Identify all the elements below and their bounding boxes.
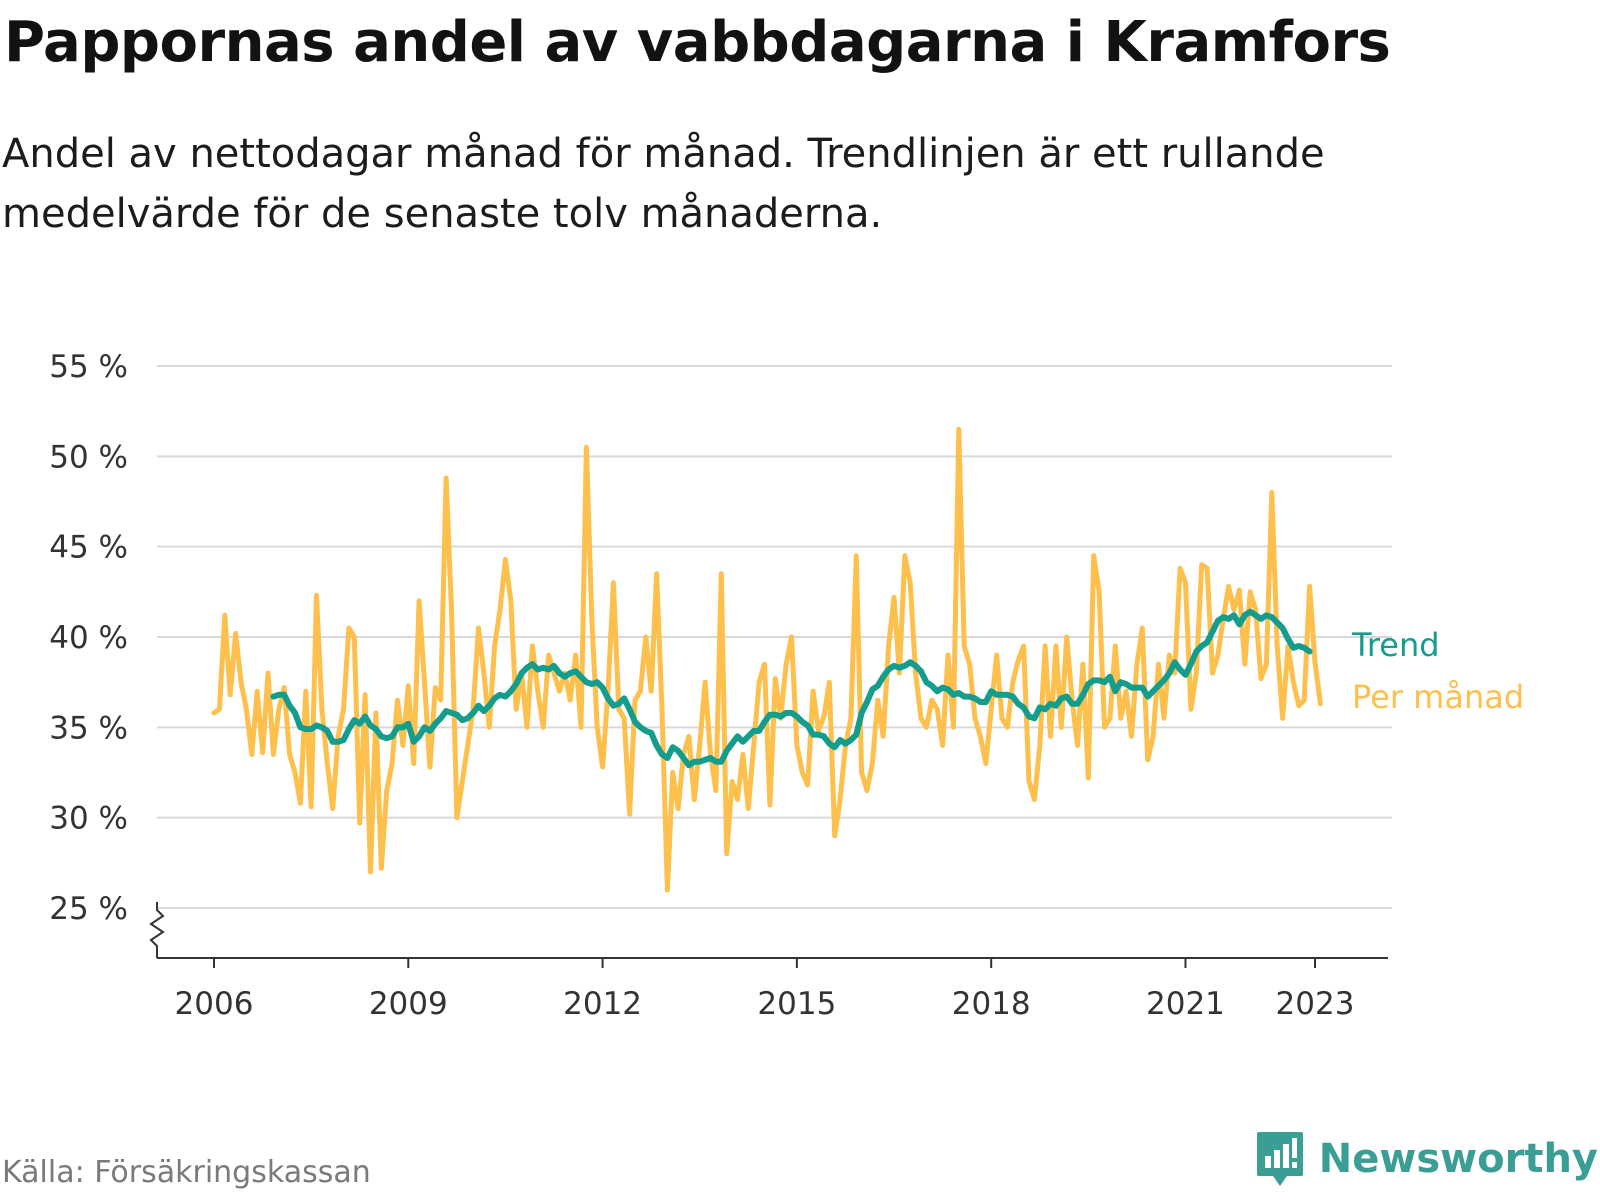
y-tick-label: 55 %	[49, 349, 128, 385]
x-axis-labels: 2006 2009 2012 2015 2018 2021 2023	[175, 986, 1355, 1022]
legend-label-per-manad: Per månad	[1352, 678, 1524, 716]
brand-name: Newsworthy	[1319, 1136, 1598, 1182]
line-chart: 55 % 50 % 45 % 40 % 35 % 30 % 25 % 2006 2009 201…	[0, 0, 1600, 1200]
series-layer	[214, 429, 1320, 890]
x-tick-label: 2009	[369, 986, 448, 1022]
x-tick-label: 2015	[757, 986, 836, 1022]
x-tick-label: 2018	[952, 986, 1031, 1022]
legend: Per månad Trend	[1351, 626, 1524, 716]
series-line-per-manad	[214, 429, 1320, 890]
source-note: Källa: Försäkringskassan	[2, 1155, 371, 1190]
y-tick-label: 50 %	[49, 439, 128, 475]
y-tick-label: 30 %	[49, 801, 128, 837]
y-tick-label: 35 %	[49, 710, 128, 746]
legend-label-trend: Trend	[1351, 626, 1440, 664]
y-tick-label: 45 %	[49, 530, 128, 566]
y-tick-label: 40 %	[49, 620, 128, 656]
x-axis	[151, 902, 1388, 968]
x-tick-label: 2023	[1276, 986, 1355, 1022]
newsworthy-logo-icon	[1255, 1130, 1305, 1188]
x-tick-label: 2012	[563, 986, 642, 1022]
x-tick-label: 2021	[1146, 986, 1225, 1022]
x-tick-label: 2006	[175, 986, 254, 1022]
brand[interactable]: Newsworthy	[1255, 1130, 1598, 1188]
y-axis-labels: 55 % 50 % 45 % 40 % 35 % 30 % 25 %	[49, 349, 128, 927]
axis-break-icon	[151, 902, 163, 958]
y-tick-label: 25 %	[49, 891, 128, 927]
